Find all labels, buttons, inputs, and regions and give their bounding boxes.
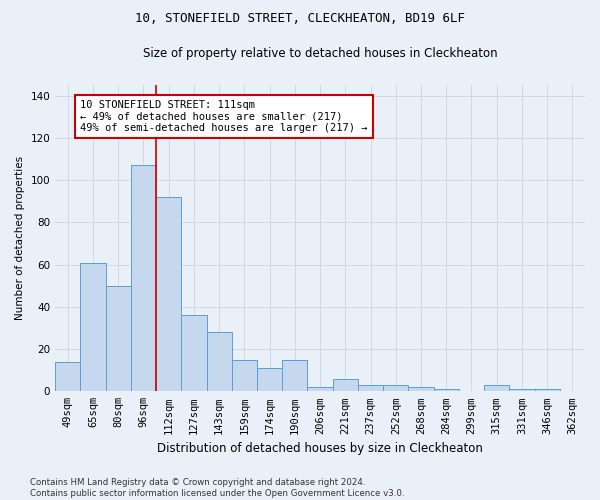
Bar bbox=[358, 385, 383, 392]
Bar bbox=[282, 360, 307, 392]
Bar bbox=[232, 360, 257, 392]
Y-axis label: Number of detached properties: Number of detached properties bbox=[15, 156, 25, 320]
Bar bbox=[484, 385, 509, 392]
Bar bbox=[383, 385, 409, 392]
Bar bbox=[156, 197, 181, 392]
Text: Contains HM Land Registry data © Crown copyright and database right 2024.
Contai: Contains HM Land Registry data © Crown c… bbox=[30, 478, 404, 498]
Bar bbox=[535, 389, 560, 392]
Text: 10, STONEFIELD STREET, CLECKHEATON, BD19 6LF: 10, STONEFIELD STREET, CLECKHEATON, BD19… bbox=[135, 12, 465, 26]
Bar bbox=[181, 316, 206, 392]
Bar bbox=[131, 166, 156, 392]
Bar bbox=[106, 286, 131, 392]
Bar bbox=[206, 332, 232, 392]
X-axis label: Distribution of detached houses by size in Cleckheaton: Distribution of detached houses by size … bbox=[157, 442, 483, 455]
Bar bbox=[332, 378, 358, 392]
Bar bbox=[55, 362, 80, 392]
Bar bbox=[80, 262, 106, 392]
Bar bbox=[509, 389, 535, 392]
Bar bbox=[409, 387, 434, 392]
Bar bbox=[434, 389, 459, 392]
Bar bbox=[257, 368, 282, 392]
Bar bbox=[307, 387, 332, 392]
Text: 10 STONEFIELD STREET: 111sqm
← 49% of detached houses are smaller (217)
49% of s: 10 STONEFIELD STREET: 111sqm ← 49% of de… bbox=[80, 100, 368, 134]
Title: Size of property relative to detached houses in Cleckheaton: Size of property relative to detached ho… bbox=[143, 48, 497, 60]
